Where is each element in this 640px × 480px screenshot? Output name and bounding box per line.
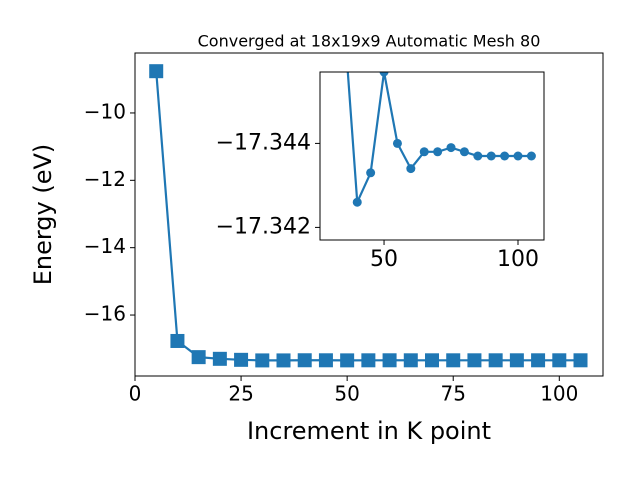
marker bbox=[513, 151, 523, 161]
y-tick-label: −10 bbox=[84, 99, 126, 123]
marker bbox=[191, 350, 206, 365]
marker bbox=[509, 353, 524, 368]
marker bbox=[488, 353, 503, 368]
marker bbox=[212, 351, 227, 366]
y-tick-label: −14 bbox=[84, 234, 126, 258]
y-axis-label: Energy (eV) bbox=[29, 144, 57, 286]
marker bbox=[573, 353, 588, 368]
marker bbox=[486, 151, 496, 161]
x-tick-label: 75 bbox=[440, 382, 465, 406]
marker bbox=[403, 353, 418, 368]
marker bbox=[531, 353, 546, 368]
marker bbox=[552, 353, 567, 368]
x-tick-label: 50 bbox=[334, 382, 359, 406]
marker bbox=[473, 151, 483, 161]
marker bbox=[352, 197, 362, 207]
marker bbox=[406, 164, 416, 174]
marker bbox=[419, 147, 429, 157]
x-tick-label: 100 bbox=[497, 247, 539, 272]
marker bbox=[382, 353, 397, 368]
marker bbox=[433, 147, 443, 157]
marker bbox=[339, 13, 348, 22]
marker bbox=[170, 333, 185, 348]
y-tick-label: −17.342 bbox=[216, 214, 311, 239]
marker bbox=[297, 353, 312, 368]
x-tick-label: 25 bbox=[228, 382, 253, 406]
marker bbox=[361, 353, 376, 368]
marker bbox=[446, 353, 461, 368]
axes-frame bbox=[134, 52, 604, 377]
marker bbox=[234, 352, 249, 367]
marker bbox=[467, 353, 482, 368]
marker bbox=[459, 147, 469, 157]
x-axis-label: Increment in K point bbox=[247, 417, 491, 445]
plot-area bbox=[149, 64, 588, 368]
x-tick-label: 100 bbox=[540, 382, 578, 406]
y-tick-label: −12 bbox=[84, 167, 126, 191]
chart-title: Converged at 18x19x9 Automatic Mesh 80 bbox=[198, 32, 541, 51]
marker bbox=[379, 72, 389, 77]
marker bbox=[255, 353, 270, 368]
axes-frame bbox=[319, 71, 545, 241]
marker bbox=[276, 353, 291, 368]
y-tick-label: −17.344 bbox=[216, 130, 311, 155]
marker bbox=[500, 151, 510, 161]
y-tick-label: −16 bbox=[84, 302, 126, 326]
marker bbox=[392, 138, 402, 148]
marker bbox=[340, 353, 355, 368]
marker bbox=[425, 353, 440, 368]
marker bbox=[318, 353, 333, 368]
x-tick-label: 0 bbox=[129, 382, 142, 406]
marker bbox=[149, 64, 164, 79]
plot-area bbox=[339, 13, 536, 207]
marker bbox=[526, 151, 536, 161]
marker bbox=[366, 168, 376, 178]
x-tick-label: 50 bbox=[370, 247, 398, 272]
marker bbox=[446, 143, 456, 153]
